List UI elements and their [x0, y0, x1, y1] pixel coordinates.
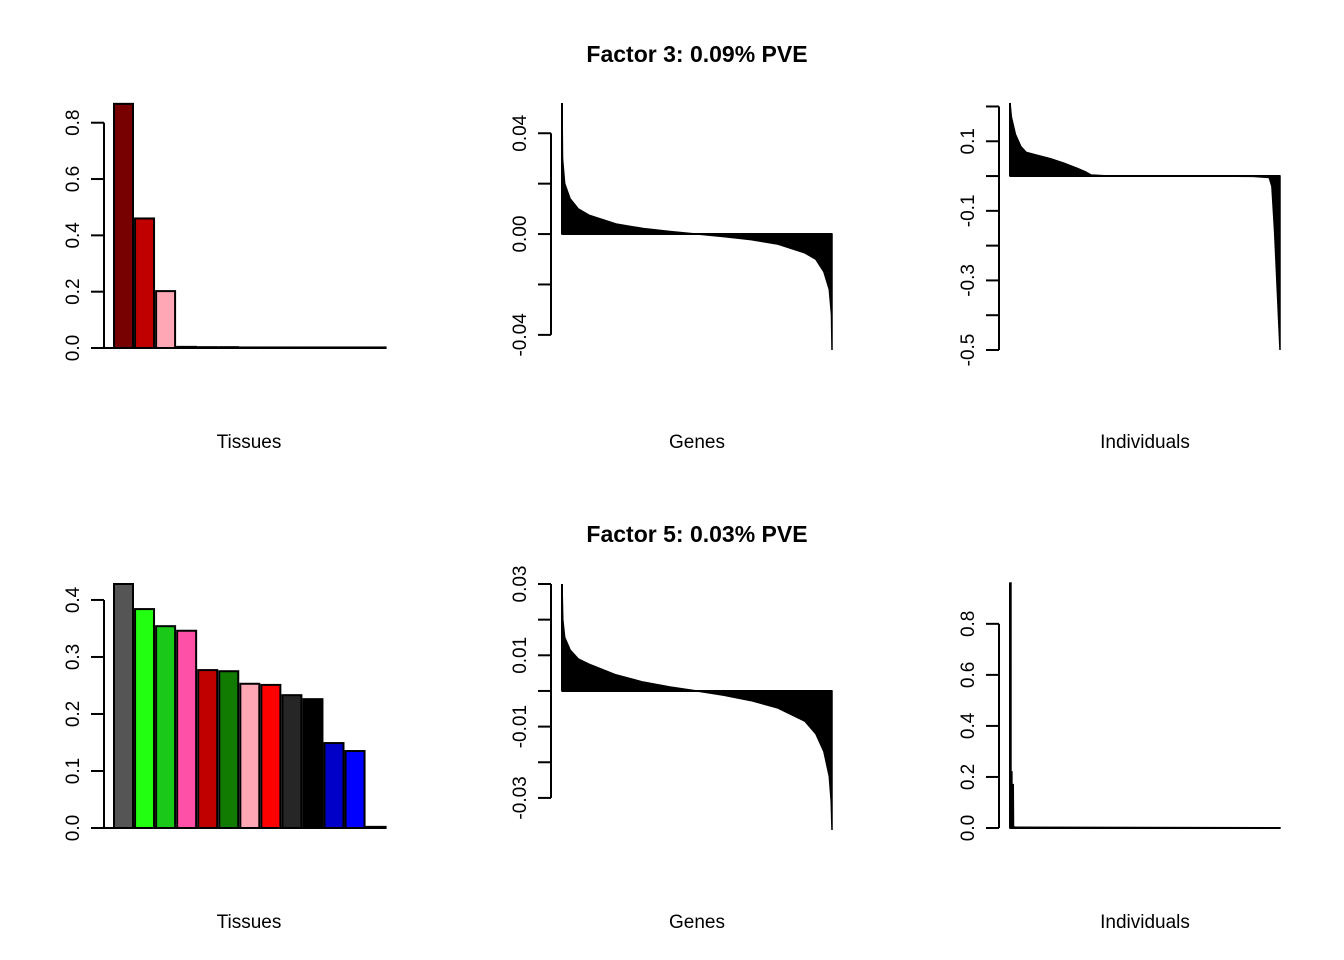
y-tick-label: 0.0	[63, 815, 84, 841]
bar	[365, 346, 387, 349]
bar	[134, 217, 156, 349]
bar	[155, 290, 177, 349]
bar	[323, 346, 345, 349]
bar	[323, 742, 345, 830]
bar	[239, 346, 261, 349]
panel-factor3-individuals: -0.5 -0.3 -0.1 0.1 Individuals	[958, 102, 1281, 453]
y-tick-label: 0.0	[958, 815, 979, 841]
panel-factor5-genes: -0.03 -0.01 0.01 0.03 Genes	[510, 566, 833, 933]
panel-factor3-genes: -0.04 0.00 0.04 Genes	[510, 102, 833, 453]
bar	[197, 669, 219, 829]
y-tick-label: 0.3	[63, 644, 84, 670]
bar	[344, 750, 366, 829]
y-axis: -0.04 0.00 0.04	[510, 114, 552, 357]
y-tick-label: 0.2	[958, 764, 979, 790]
bar	[197, 346, 219, 350]
loading-area	[561, 102, 833, 351]
y-tick-label: -0.04	[510, 313, 531, 357]
bar	[302, 346, 324, 349]
y-tick-label: 0.6	[958, 662, 979, 688]
y-tick-label: 0.6	[63, 166, 84, 192]
loading-area	[1009, 582, 1281, 829]
row1-title: Factor 3: 0.09% PVE	[586, 41, 807, 67]
y-tick-label: 0.4	[958, 712, 979, 739]
x-axis-label: Individuals	[1100, 912, 1190, 933]
y-tick-label: 0.1	[958, 128, 979, 154]
bar	[302, 698, 324, 829]
y-tick-label: 0.0	[63, 335, 84, 361]
x-axis-label: Genes	[669, 432, 725, 453]
y-tick-label: 0.4	[63, 222, 84, 249]
bar	[176, 629, 198, 830]
y-tick-label: 0.8	[63, 110, 84, 136]
panel-factor5-tissues: 0.0 0.1 0.2 0.3 0.4 Tissues	[63, 583, 387, 933]
y-axis: 0.0 0.1 0.2 0.3 0.4	[63, 586, 105, 841]
y-tick-label: -0.5	[958, 334, 979, 367]
x-axis-label: Genes	[669, 912, 725, 933]
y-axis: -0.03 -0.01 0.01 0.03	[510, 566, 552, 820]
y-tick-label: -0.1	[958, 194, 979, 227]
loading-area	[561, 583, 833, 831]
y-tick-label: 0.03	[510, 566, 531, 603]
y-axis: -0.5 -0.3 -0.1 0.1	[958, 105, 1000, 367]
y-axis: 0.0 0.2 0.4 0.6 0.8	[958, 611, 1000, 841]
bar	[281, 346, 303, 349]
y-tick-label: 0.1	[63, 758, 84, 784]
bar	[239, 682, 261, 829]
bar	[176, 345, 198, 350]
y-tick-label: 0.01	[510, 637, 531, 674]
panel-factor3-tissues: 0.0 0.2 0.4 0.6 0.8 Tissues	[63, 102, 387, 453]
y-tick-label: 0.4	[63, 586, 84, 613]
y-tick-label: 0.2	[63, 278, 84, 304]
y-tick-label: 0.00	[510, 216, 531, 253]
y-axis: 0.0 0.2 0.4 0.6 0.8	[63, 110, 105, 361]
bar	[260, 683, 282, 830]
bar	[344, 346, 366, 349]
y-tick-label: 0.8	[958, 611, 979, 637]
y-tick-label: -0.01	[510, 705, 531, 748]
y-tick-label: -0.03	[510, 776, 531, 819]
bar	[218, 346, 240, 350]
y-tick-label: 0.04	[510, 114, 531, 151]
bar	[113, 583, 134, 829]
x-axis-label: Tissues	[217, 912, 282, 933]
x-axis-label: Tissues	[217, 432, 282, 453]
row2-title: Factor 5: 0.03% PVE	[586, 521, 807, 547]
bar	[134, 608, 156, 829]
x-axis-label: Individuals	[1100, 432, 1190, 453]
bar	[260, 346, 282, 349]
y-tick-label: 0.2	[63, 701, 84, 727]
y-tick-label: -0.3	[958, 264, 979, 297]
bar	[281, 694, 303, 829]
bar	[218, 670, 240, 829]
bar	[155, 625, 177, 829]
panel-factor5-individuals: 0.0 0.2 0.4 0.6 0.8 Individuals	[958, 582, 1281, 933]
loading-area	[1009, 102, 1281, 351]
bar	[365, 825, 387, 829]
bar	[113, 102, 134, 349]
